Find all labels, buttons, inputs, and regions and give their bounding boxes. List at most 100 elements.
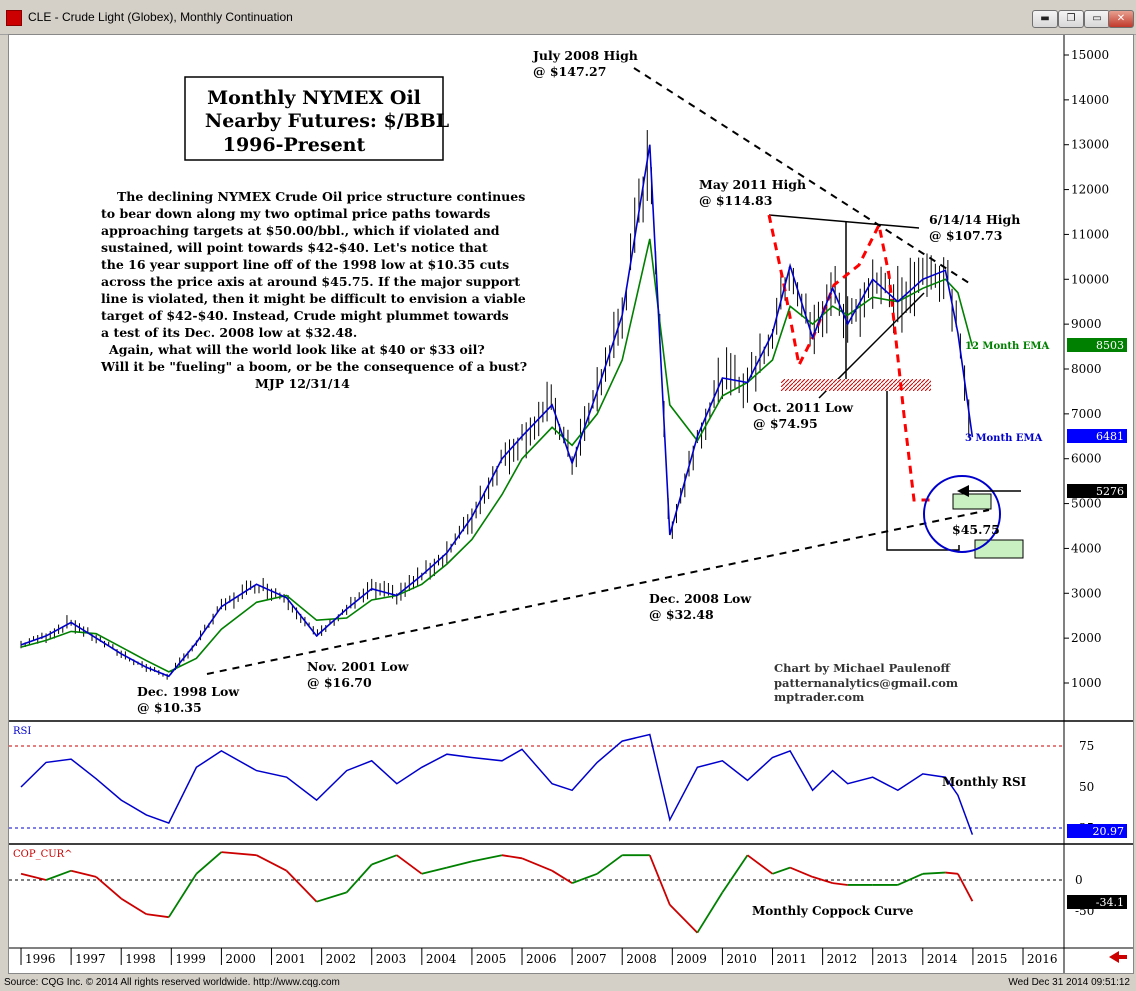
source-text: Source: CQG Inc. © 2014 All rights reser…: [4, 977, 340, 988]
price-tick-label: 1000: [1071, 676, 1102, 690]
commentary-line: target of $42-$40. Instead, Crude might …: [101, 308, 509, 323]
ema3-value: 6481: [1096, 430, 1124, 443]
close-button[interactable]: ✕: [1108, 10, 1134, 28]
credit-line-3: mptrader.com: [774, 690, 864, 704]
rsi-label: Monthly RSI: [942, 775, 1027, 789]
year-label: 2016: [1027, 952, 1058, 966]
annotation-support-value: $45.75: [952, 522, 1000, 537]
app-icon: [6, 10, 22, 26]
coppock-segment: [897, 872, 924, 886]
annotation-may2011-high: May 2011 High: [699, 177, 806, 192]
coppock-value: -34.1: [1096, 896, 1124, 909]
commentary-line: a test of its Dec. 2008 low at $32.48.: [101, 325, 357, 340]
price-tick-label: 7000: [1071, 407, 1102, 421]
year-label: 1996: [25, 952, 56, 966]
coppock-curve: [20, 851, 974, 934]
coppock-segment: [922, 871, 946, 875]
coppock-segment: [648, 854, 671, 906]
coppock-label: Monthly Coppock Curve: [752, 904, 914, 918]
projection-path: [767, 214, 934, 502]
commentary-line: MJP 12/31/14: [255, 376, 350, 391]
year-label: 2008: [626, 952, 657, 966]
collapse-button[interactable]: ▬: [1032, 10, 1058, 28]
restore-button[interactable]: ❐: [1058, 10, 1084, 28]
price-tick-label: 13000: [1071, 138, 1109, 152]
commentary: The declining NYMEX Crude Oil price stru…: [100, 189, 527, 391]
price-tick-label: 8000: [1071, 362, 1102, 376]
box-projection: [845, 221, 960, 551]
year-label: 1998: [125, 952, 156, 966]
chart-svg[interactable]: 1000 2000 3000 4000 5000 6000 7000 8000 9000 1000…: [9, 35, 1133, 973]
title-line-2: Nearby Futures: $/BBL: [205, 110, 449, 132]
commentary-line: to bear down along my two optimal price …: [101, 206, 490, 221]
rsi-axis: 255075: [1079, 739, 1094, 835]
coppock-segment: [421, 866, 448, 875]
coppock-segment: [746, 854, 774, 875]
year-label: 2006: [526, 952, 557, 966]
coppock-segment: [70, 869, 97, 878]
price-panel: [9, 35, 1064, 721]
commentary-line: across the price axis at around $45.75. …: [101, 274, 520, 289]
coppock-segment: [812, 876, 833, 884]
coppock-segment: [45, 869, 72, 881]
commentary-line: the 16 year support line off of the 1998…: [101, 257, 509, 272]
annotation-oct2011-low: Oct. 2011 Low: [753, 400, 854, 415]
year-label: 2005: [476, 952, 507, 966]
ema3-label: 3 Month EMA: [965, 433, 1043, 444]
year-label: 2007: [576, 952, 607, 966]
scroll-left-icon[interactable]: [1109, 951, 1127, 963]
annotation-jun2014-high: 6/14/14 High: [929, 212, 1020, 227]
coppock-segment: [721, 854, 749, 893]
commentary-line: approaching targets at $50.00/bbl., whic…: [101, 223, 500, 238]
coppock-segment: [521, 857, 553, 872]
status-footer: Source: CQG Inc. © 2014 All rights reser…: [0, 974, 1136, 991]
year-label: 2015: [977, 952, 1008, 966]
last-price-value: 5276: [1096, 485, 1124, 498]
coppock-segment: [20, 872, 47, 881]
coppock-segment: [256, 854, 287, 872]
year-label: 1999: [175, 952, 206, 966]
year-label: 1997: [75, 952, 106, 966]
target-box-2: [974, 539, 1024, 559]
rsi-tick-label: 50: [1079, 780, 1094, 794]
title-box: [184, 76, 444, 161]
coppock-segment: [371, 854, 398, 866]
coppock-segment: [195, 851, 223, 875]
coppock-segment: [832, 882, 848, 886]
support-trendline: [206, 509, 990, 675]
coppock-value-tag: [1067, 895, 1127, 909]
year-label: 2001: [276, 952, 307, 966]
coppock-segment: [471, 854, 503, 863]
commentary-line: The declining NYMEX Crude Oil price stru…: [117, 189, 525, 204]
commentary-line: Again, what will the world look like at …: [108, 342, 485, 357]
annotation-nov2001-value: @ $16.70: [307, 675, 372, 690]
coppock-segment: [346, 863, 373, 894]
coppock-tick-label: 0: [1075, 873, 1083, 887]
rsi-tick-label: 75: [1079, 739, 1094, 753]
commentary-line: sustained, will point towards $42-$40. L…: [101, 240, 488, 255]
price-axis: 1000 2000 3000 4000 5000 6000 7000 8000 9000 1000…: [1064, 48, 1109, 690]
coppock-segment: [446, 860, 473, 869]
coppock-segment: [285, 870, 318, 903]
price-tick-label: 11000: [1071, 227, 1109, 241]
year-label: 2003: [376, 952, 407, 966]
price-tick-label: 4000: [1071, 541, 1102, 555]
window-titlebar: CLE - Crude Light (Globex), Monthly Cont…: [0, 0, 1136, 35]
rsi-value: 20.97: [1093, 825, 1125, 838]
annotation-may2011-value: @ $114.83: [699, 193, 772, 208]
year-label: 2004: [426, 952, 457, 966]
annotation-jul2008-value: @ $147.27: [533, 64, 606, 79]
timestamp-text: Wed Dec 31 2014 09:51:12: [1008, 977, 1130, 988]
window-title: CLE - Crude Light (Globex), Monthly Cont…: [28, 10, 293, 24]
price-tick-label: 15000: [1071, 48, 1109, 62]
time-axis: 1996 1997 1998 1999 2000 2001 2002 2003 2004 2005…: [20, 948, 1058, 966]
price-tick-label: 10000: [1071, 272, 1109, 286]
year-label: 2014: [927, 952, 958, 966]
coppock-segment: [945, 871, 958, 875]
ema3-value-tag: [1067, 429, 1127, 443]
ema12-label: 12 Month EMA: [965, 341, 1049, 352]
year-label: 2010: [726, 952, 757, 966]
maximize-button[interactable]: ▭: [1084, 10, 1110, 28]
rsi-value-tag: [1067, 824, 1127, 838]
chart-frame[interactable]: 1000 2000 3000 4000 5000 6000 7000 8000 9000 1000…: [8, 34, 1134, 974]
